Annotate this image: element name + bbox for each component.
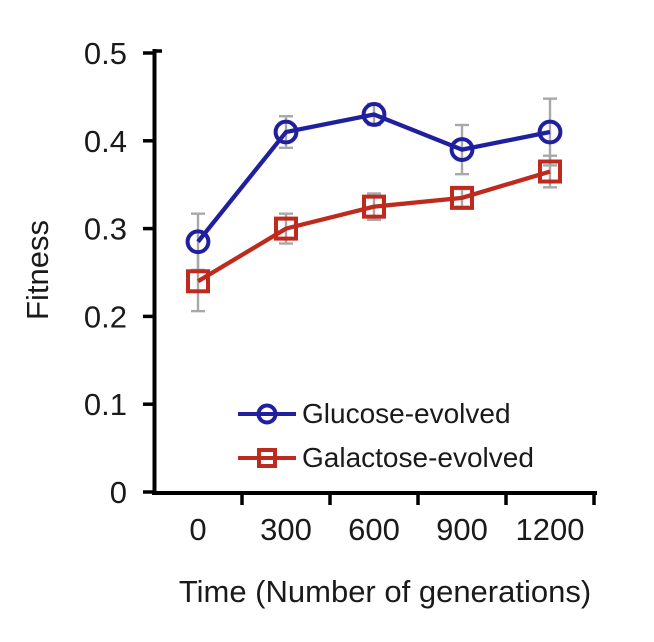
marker-glucose-evolved-3 [449, 137, 475, 162]
series-line-glucose-evolved [196, 112, 551, 244]
legend-label-galactose-evolved: Galactose-evolved [302, 442, 534, 473]
marker-galactose-evolved-0 [186, 269, 210, 294]
series-line-galactose-evolved [196, 169, 551, 284]
x-tick-label-0: 0 [189, 512, 206, 547]
y-tick-label-2: 0.2 [84, 299, 127, 334]
marker-galactose-evolved-3 [450, 185, 474, 210]
y-axis-title: Fitness [20, 220, 55, 320]
marker-galactose-evolved-2 [362, 194, 386, 219]
x-tick-label-2: 600 [348, 512, 400, 547]
marker-galactose-evolved-4 [538, 159, 562, 184]
marker-galactose-evolved-1 [274, 216, 298, 241]
x-tick-label-4: 1200 [516, 512, 585, 547]
marker-glucose-evolved-1 [273, 119, 299, 145]
y-tick-label-3: 0.3 [84, 212, 127, 247]
marker-glucose-evolved-0 [185, 229, 211, 255]
y-tick-label-4: 0.4 [84, 124, 127, 159]
marker-glucose-evolved-2 [361, 102, 387, 127]
y-tick-label-0: 0 [110, 475, 127, 510]
y-tick-label-1: 0.1 [84, 387, 127, 422]
x-tick-label-1: 300 [260, 512, 312, 547]
legend-marker-glucose-evolved [256, 403, 278, 425]
legend-label-glucose-evolved: Glucose-evolved [302, 398, 511, 429]
marker-glucose-evolved-4 [537, 119, 563, 145]
y-tick-label-5: 0.5 [84, 36, 127, 71]
x-axis-title: Time (Number of generations) [178, 574, 592, 609]
x-tick-label-3: 900 [436, 512, 488, 547]
legend-marker-galactose-evolved [257, 448, 277, 468]
